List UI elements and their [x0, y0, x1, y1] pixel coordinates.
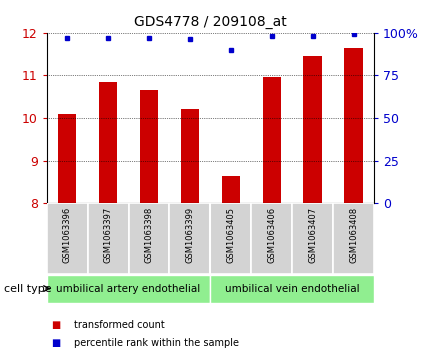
- Bar: [292, 203, 333, 274]
- Bar: [263, 77, 281, 203]
- Bar: [99, 82, 117, 203]
- Bar: [47, 275, 210, 302]
- Bar: [170, 203, 210, 274]
- Bar: [181, 110, 199, 203]
- Text: GSM1063407: GSM1063407: [308, 207, 317, 263]
- Text: GSM1063399: GSM1063399: [185, 207, 194, 263]
- Bar: [210, 275, 374, 302]
- Text: GSM1063405: GSM1063405: [227, 207, 235, 263]
- Text: ■: ■: [51, 338, 60, 348]
- Bar: [210, 203, 251, 274]
- Bar: [58, 114, 76, 203]
- Text: GSM1063397: GSM1063397: [104, 207, 113, 263]
- Bar: [303, 56, 322, 203]
- Text: GSM1063396: GSM1063396: [63, 207, 72, 263]
- Bar: [47, 203, 88, 274]
- Bar: [140, 90, 158, 203]
- Bar: [344, 48, 363, 203]
- Text: percentile rank within the sample: percentile rank within the sample: [74, 338, 239, 348]
- Text: GSM1063408: GSM1063408: [349, 207, 358, 263]
- Title: GDS4778 / 209108_at: GDS4778 / 209108_at: [134, 15, 287, 29]
- Text: cell type: cell type: [4, 284, 52, 294]
- Bar: [221, 176, 240, 203]
- Bar: [251, 203, 292, 274]
- Bar: [128, 203, 170, 274]
- Text: ■: ■: [51, 320, 60, 330]
- Text: GSM1063398: GSM1063398: [144, 207, 153, 263]
- Bar: [333, 203, 374, 274]
- Bar: [88, 203, 128, 274]
- Text: GSM1063406: GSM1063406: [267, 207, 276, 263]
- Text: transformed count: transformed count: [74, 320, 165, 330]
- Text: umbilical vein endothelial: umbilical vein endothelial: [225, 284, 360, 294]
- Text: umbilical artery endothelial: umbilical artery endothelial: [57, 284, 201, 294]
